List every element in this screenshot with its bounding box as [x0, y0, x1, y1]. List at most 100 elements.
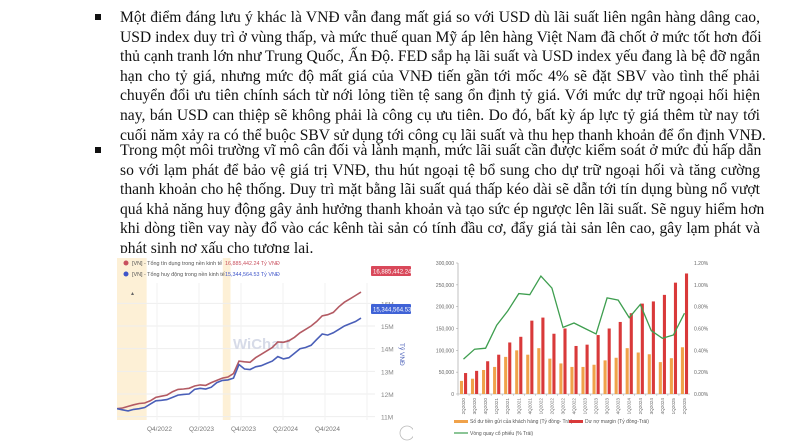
y-tick-label: 14M [381, 347, 394, 354]
turnover-line [463, 275, 686, 360]
x-tick-label: 2Q2021 [505, 398, 510, 415]
bar-margin [596, 335, 600, 394]
last-value-badge [371, 266, 411, 276]
x-tick-label: 2Q2024 [638, 398, 643, 415]
x-tick-label: Q4/2023 [231, 426, 256, 433]
bar-margin [673, 282, 678, 394]
bar-margin [486, 361, 490, 394]
y-left-tick-label: 0 [451, 392, 454, 398]
bar-margin [662, 294, 666, 394]
legend-label[interactable]: [VN] - Tổng tín dụng trong nền kinh tế [132, 260, 222, 267]
bar-margin [618, 321, 622, 394]
x-tick-label: 2Q2022 [549, 398, 554, 415]
x-tick-label: 1Q2022 [538, 398, 543, 415]
legend-label: Số dư tiền gửi của khách hàng (Tỷ đồng- … [470, 418, 573, 425]
legend-dot-icon [123, 260, 129, 266]
series-line [116, 317, 362, 412]
x-tick-label: 4Q2021 [527, 398, 532, 415]
x-tick-label: 4Q2020 [483, 398, 488, 415]
x-tick-label: Q2/2024 [273, 426, 298, 433]
bar-deposit [658, 362, 662, 394]
bar-deposit [470, 378, 475, 394]
bullet-square-icon [95, 147, 101, 153]
paragraph-1: Một điểm đáng lưu ý khác là VNĐ vẫn đang… [120, 8, 766, 145]
text-line: chuyển đổi ưu tiên chính sách từ nới lỏn… [120, 87, 760, 105]
last-value-text: 15,344,564.53 [373, 308, 412, 314]
bar-margin [464, 373, 468, 394]
bar-deposit [559, 363, 563, 394]
y-right-tick-label: 0.00% [694, 392, 709, 398]
text-line: thủ cạnh tranh lớn như Trung Quốc, Ấn Độ… [120, 48, 760, 66]
bar-deposit [537, 348, 541, 394]
text-line: Trong một môi trường vĩ mô cân đối và là… [120, 142, 762, 159]
bar-margin [607, 328, 611, 394]
x-tick-label: 3Q2023 [605, 398, 610, 415]
bar-deposit [647, 354, 651, 394]
legend-value: 16,885,442.24 Tỷ VNĐ [225, 260, 280, 267]
credit-deposit-line-chart: 11M12M13M14M15M16MQ4/2022Q2/2023Q4/2023Q… [116, 253, 415, 441]
y-left-tick-label: 100,000 [436, 348, 454, 354]
reset-zoom-icon[interactable] [399, 425, 415, 441]
y-right-tick-label: 0.40% [694, 348, 709, 354]
bar-deposit [614, 357, 618, 394]
bar-margin [574, 345, 578, 394]
text-line: khi dòng tiền vay này đổ vào các kênh tà… [120, 220, 760, 238]
y-right-tick-label: 1.20% [694, 261, 709, 267]
x-tick-label: 2Q2020 [461, 398, 466, 415]
legend-swatch-deposit [454, 420, 468, 423]
x-tick-label: 3Q2022 [560, 398, 565, 415]
bar-margin [497, 354, 501, 394]
x-tick-label: Q4/2022 [147, 426, 172, 433]
bar-deposit [636, 352, 640, 394]
y-tick-label: 12M [381, 392, 394, 399]
last-value-text: 16,885,442.24 [373, 270, 412, 276]
bar-deposit [581, 366, 585, 394]
bar-deposit [515, 350, 519, 394]
legend-label: Vòng quay cổ phiếu (% Trái) [470, 430, 533, 437]
text-line: so với lạm phát để bảo vệ giá trị VNĐ, t… [120, 161, 760, 179]
bar-margin [552, 333, 556, 394]
x-tick-label: 1Q2023 [583, 398, 588, 415]
collapse-caret-icon[interactable]: ▴ [131, 291, 134, 297]
watermark-logo: WiChart [233, 336, 290, 353]
bar-deposit [548, 358, 552, 394]
x-tick-label: 3Q2021 [516, 398, 521, 415]
series-line [116, 291, 362, 410]
bar-deposit [526, 354, 530, 394]
line-chart-svg: 11M12M13M14M15M16MQ4/2022Q2/2023Q4/2023Q… [116, 258, 415, 441]
x-tick-label: 4Q2022 [572, 398, 577, 415]
bar-margin [475, 370, 479, 394]
bar-deposit [680, 347, 684, 394]
text-line: Một điểm đáng lưu ý khác là VNĐ vẫn đang… [120, 9, 760, 26]
y-left-tick-label: 300,000 [436, 261, 454, 267]
legend-dot-icon [123, 271, 129, 277]
y-left-tick-label: 50,000 [439, 370, 455, 376]
bar-deposit [482, 369, 486, 394]
last-value-badge [371, 304, 411, 314]
x-tick-label: 3Q2020 [472, 398, 477, 415]
x-tick-label: 2Q2025 [682, 398, 687, 415]
text-line: quá khả năng huy động gây ảnh hưởng than… [120, 200, 765, 218]
text-line: phát sinh nợ xấu cho tương lai. [120, 239, 314, 257]
bar-deposit [570, 366, 574, 394]
bar-deposit [592, 364, 596, 394]
x-tick-label: 2Q2023 [594, 398, 599, 415]
legend-value: 15,344,564.53 Tỷ VNĐ [225, 271, 280, 278]
legend-label[interactable]: [VN] - Tổng huy động trong nền kinh tế [132, 271, 225, 278]
bar-margin [585, 344, 589, 394]
bar-margin [684, 273, 689, 394]
bar-margin [519, 336, 523, 394]
y-tick-label: 15M [381, 324, 394, 331]
y-left-tick-label: 150,000 [436, 327, 454, 333]
bar-margin [629, 313, 633, 394]
bar-deposit [603, 360, 607, 394]
bar-margin [640, 303, 644, 394]
y-tick-label: 13M [381, 369, 394, 376]
x-tick-label: Q4/2024 [315, 426, 340, 433]
highlight-band [222, 258, 231, 420]
y-left-tick-label: 250,000 [436, 283, 454, 289]
bar-margin [530, 320, 534, 394]
x-tick-label: 4Q2024 [660, 398, 665, 415]
bar-deposit [459, 380, 464, 394]
bar-margin [541, 317, 545, 394]
